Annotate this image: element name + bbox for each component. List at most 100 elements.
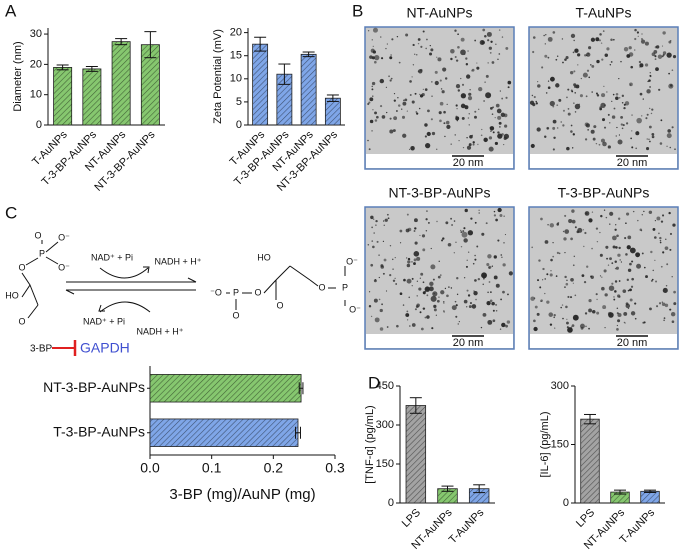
- particle: [531, 94, 534, 97]
- particle: [561, 304, 564, 306]
- particle: [588, 46, 592, 50]
- particle: [641, 252, 644, 255]
- particle: [410, 146, 415, 151]
- particle: [617, 319, 621, 323]
- scale-strip: [366, 154, 513, 168]
- particle: [601, 58, 604, 61]
- particle: [667, 129, 671, 133]
- particle: [566, 321, 569, 325]
- particle: [428, 222, 430, 224]
- particle: [602, 141, 607, 147]
- particle: [371, 226, 374, 229]
- particle: [662, 31, 666, 35]
- atom: O: [34, 230, 41, 240]
- particle: [506, 320, 511, 324]
- particle: [455, 104, 458, 107]
- particle: [585, 95, 588, 98]
- particle: [439, 79, 442, 82]
- particle: [635, 147, 638, 150]
- particle: [587, 128, 589, 131]
- particle: [644, 266, 646, 269]
- particle: [478, 86, 483, 92]
- particle: [490, 130, 492, 132]
- particle: [472, 143, 475, 146]
- particle: [417, 70, 420, 73]
- particle: [385, 86, 388, 89]
- particle: [653, 50, 658, 54]
- particle: [499, 126, 501, 128]
- particle: [531, 246, 534, 249]
- particle: [484, 35, 487, 38]
- particle: [501, 133, 504, 136]
- particle: [379, 36, 382, 38]
- particle: [615, 266, 619, 270]
- particle: [545, 33, 547, 36]
- particle: [562, 317, 564, 320]
- particle: [480, 134, 483, 137]
- particle: [663, 317, 666, 319]
- enzyme: GAPDH: [80, 340, 130, 356]
- particle: [489, 51, 492, 54]
- y-tick-label: 300: [376, 419, 394, 431]
- particle: [392, 279, 396, 283]
- particle: [568, 219, 573, 224]
- particle: [478, 209, 480, 211]
- particle: [642, 321, 645, 324]
- particle: [495, 283, 500, 288]
- bar: [405, 405, 427, 504]
- particle: [428, 286, 434, 292]
- particle: [497, 115, 502, 120]
- particle: [381, 303, 383, 306]
- particle: [405, 257, 408, 259]
- particle: [390, 77, 393, 80]
- particle: [611, 262, 614, 265]
- particle: [447, 242, 452, 247]
- bar: [111, 41, 131, 126]
- particle: [547, 86, 551, 90]
- particle: [620, 261, 622, 263]
- particle: [618, 134, 621, 136]
- atom: O: [318, 282, 325, 292]
- particle: [570, 130, 573, 133]
- particle: [503, 136, 507, 141]
- particle: [574, 92, 576, 94]
- particle: [532, 103, 536, 107]
- particle: [579, 94, 583, 98]
- particle: [419, 277, 421, 279]
- error-bar: [644, 489, 656, 493]
- particle: [599, 275, 602, 277]
- particle: [623, 47, 629, 52]
- particle: [609, 223, 611, 225]
- particle: [591, 91, 593, 93]
- particle: [553, 314, 556, 317]
- particle: [549, 273, 553, 277]
- particle: [405, 33, 409, 37]
- particle: [595, 37, 600, 42]
- particle: [379, 327, 384, 331]
- particle: [617, 217, 621, 220]
- particle: [373, 279, 377, 283]
- particle: [374, 54, 380, 61]
- particle: [501, 97, 504, 100]
- particle: [386, 326, 389, 328]
- particle: [490, 291, 492, 293]
- particle: [642, 98, 644, 100]
- particle: [627, 268, 632, 273]
- particle: [658, 232, 660, 235]
- particle: [491, 61, 495, 64]
- particle: [488, 146, 494, 152]
- particle: [648, 107, 651, 110]
- y-tick-label: 0: [36, 119, 42, 131]
- particle: [433, 304, 437, 309]
- particle: [486, 31, 492, 37]
- particle: [616, 126, 618, 129]
- particle: [606, 257, 609, 260]
- particle: [474, 254, 476, 257]
- particle: [541, 66, 544, 69]
- particle: [646, 147, 650, 151]
- particle: [572, 51, 575, 54]
- particle: [460, 93, 467, 99]
- particle: [456, 107, 458, 110]
- particle: [379, 78, 385, 84]
- particle: [564, 214, 567, 217]
